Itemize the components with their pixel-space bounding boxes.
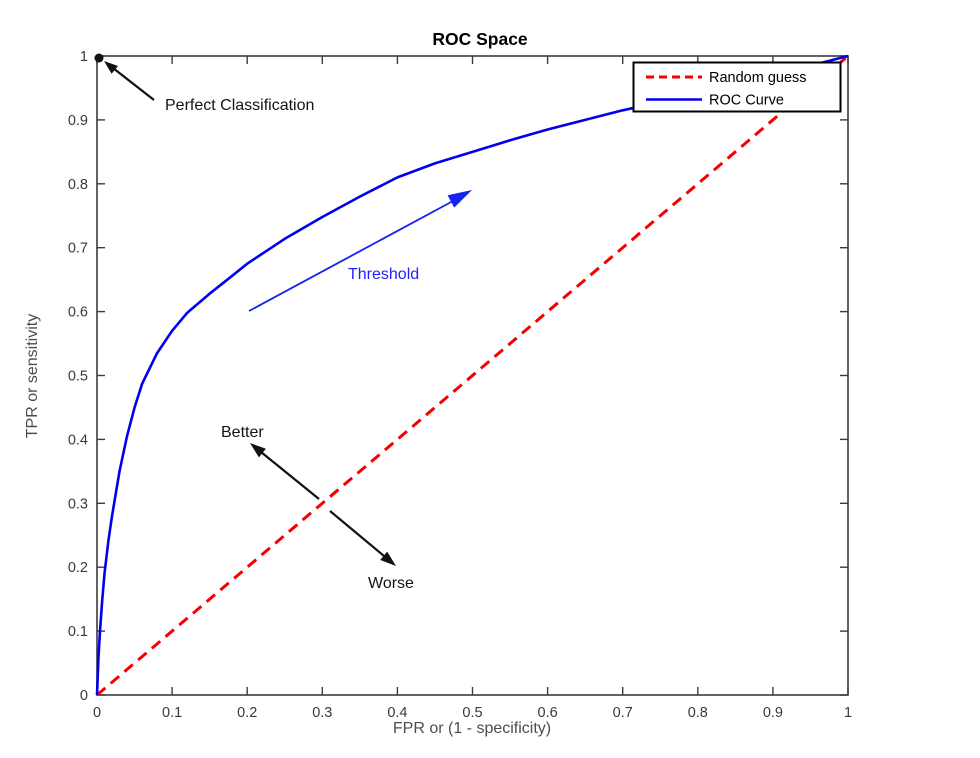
plot-frame [96,55,849,696]
better-label: Better [221,424,264,441]
x-tick-label: 1 [844,705,852,721]
x-tick-label: 0.4 [387,705,407,721]
legend-label-random-guess: Random guess [709,70,807,86]
series-random-guess [96,54,849,697]
x-tick-label: 0.3 [312,705,332,721]
legend: Random guess ROC Curve [632,61,842,113]
y-tick-label: 0 [80,688,88,704]
x-tick-label: 0.5 [462,705,482,721]
y-tick-label: 0.8 [68,177,88,193]
x-tick-label: 0.2 [237,705,257,721]
perfect-classification-label: Perfect Classification [165,97,314,114]
x-tick-label: 0.8 [688,705,708,721]
x-tick-label: 0.9 [763,705,783,721]
y-tick-label: 0.7 [68,241,88,257]
y-tick-label: 0.5 [68,369,88,385]
y-tick-label: 0.6 [68,305,88,321]
threshold-label: Threshold [348,266,419,283]
threshold-arrow [248,190,472,312]
x-tick-label: 0.7 [613,705,633,721]
worse-label: Worse [368,575,414,592]
y-axis-label: TPR or sensitivity [24,314,41,438]
y-tick-label: 1 [80,49,88,65]
worse-arrow [329,510,396,566]
y-tick-label: 0.2 [68,560,88,576]
chart-title: ROC Space [432,29,528,49]
legend-box [632,61,842,113]
x-tick-label: 0.6 [538,705,558,721]
x-tick-label: 0.1 [162,705,182,721]
perfect-classification-arrow [104,61,155,101]
legend-label-roc-curve: ROC Curve [709,93,784,109]
y-tick-label: 0.4 [68,432,88,448]
series-layer [95,54,849,697]
y-tick-label: 0.1 [68,624,88,640]
y-tick-label: 0.9 [68,113,88,129]
y-tick-label: 0.3 [68,496,88,512]
better-arrow [250,443,320,500]
x-tick-label: 0 [93,705,101,721]
x-axis-label: FPR or (1 - specificity) [393,720,551,737]
perfect-classification-point [94,53,104,63]
